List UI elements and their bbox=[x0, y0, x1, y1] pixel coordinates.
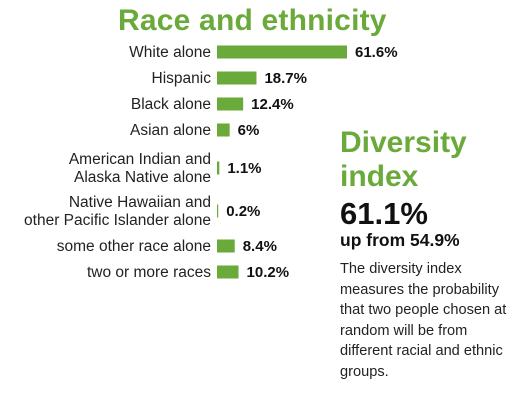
diversity-index-value: 61.1% bbox=[340, 196, 428, 231]
value-label: 6% bbox=[238, 122, 260, 139]
chart-title: Race and ethnicity bbox=[118, 4, 387, 37]
bar bbox=[217, 45, 347, 59]
value-label: 0.2% bbox=[226, 203, 260, 220]
diversity-title-line1: Diversity bbox=[340, 126, 467, 159]
diversity-index-description: The diversity index measures the probabi… bbox=[340, 261, 507, 380]
value-label: 1.1% bbox=[227, 160, 261, 177]
bar bbox=[217, 239, 235, 253]
bar bbox=[217, 97, 244, 111]
value-label: 10.2% bbox=[247, 264, 290, 281]
diversity-index-change: up from 54.9% bbox=[340, 230, 460, 250]
category-label: some other race alone bbox=[57, 238, 211, 255]
value-label: 61.6% bbox=[355, 44, 398, 61]
category-label: White alone bbox=[129, 44, 211, 61]
value-label: 18.7% bbox=[264, 70, 307, 87]
category-label: American Indian and Alaska Native alone bbox=[69, 151, 211, 186]
diversity-index-title: Diversity index bbox=[340, 126, 467, 194]
category-label: Hispanic bbox=[152, 70, 212, 87]
bar bbox=[217, 71, 257, 85]
bar bbox=[217, 204, 219, 218]
category-label: Asian alone bbox=[130, 122, 211, 139]
bar bbox=[217, 123, 230, 137]
diversity-title-line2: index bbox=[340, 160, 419, 193]
bar bbox=[217, 265, 239, 279]
category-label: two or more races bbox=[87, 264, 211, 281]
value-label: 12.4% bbox=[251, 96, 294, 113]
category-label: Native Hawaiian and other Pacific Islande… bbox=[24, 194, 211, 229]
value-label: 8.4% bbox=[243, 238, 277, 255]
category-label: Black alone bbox=[131, 96, 211, 113]
bar bbox=[217, 161, 220, 175]
